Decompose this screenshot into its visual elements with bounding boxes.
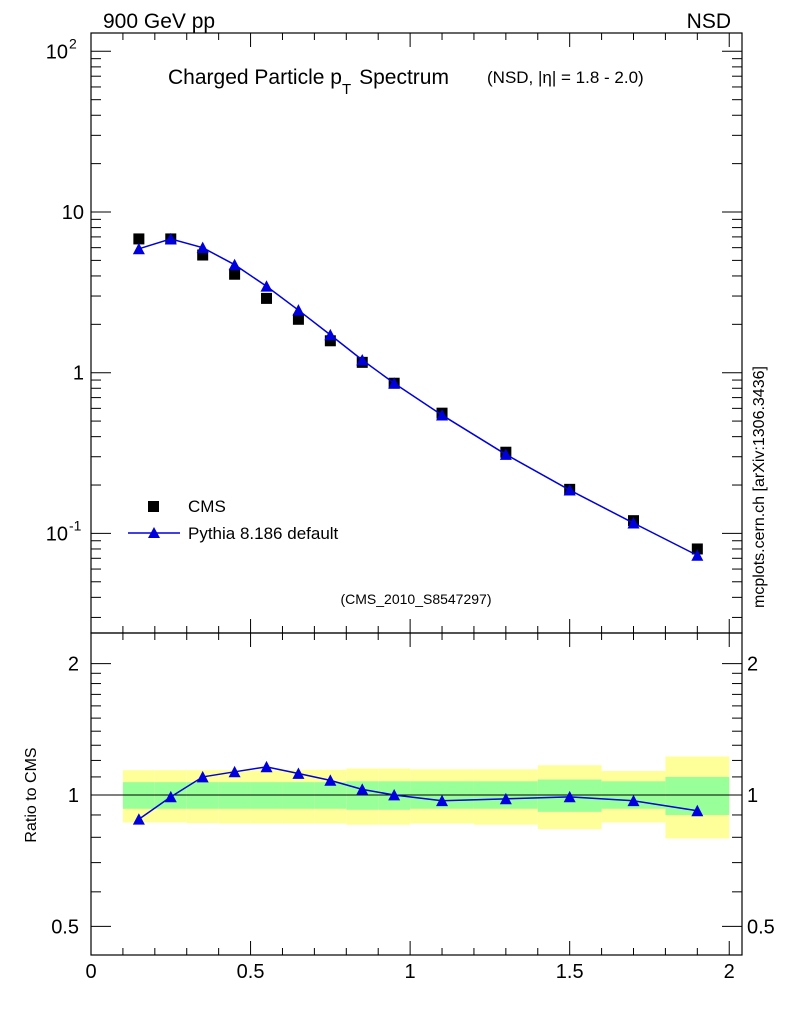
- ratio-mc-point: [228, 765, 241, 778]
- chart-title: Charged Particle pT Spectrum: [168, 66, 449, 98]
- x-tick-label: 1: [405, 961, 416, 983]
- mc-data-point: [228, 258, 241, 271]
- cms-data-point: [197, 249, 209, 261]
- header-left: 900 GeV pp: [103, 10, 215, 33]
- mc-line: [138, 238, 698, 557]
- ratio-mc-point: [388, 788, 401, 801]
- mc-data-point: [691, 549, 704, 561]
- ratio-mc-point: [292, 767, 305, 779]
- mc-data-point: [324, 328, 337, 341]
- axis-ticks: [90, 33, 742, 955]
- y-tick-label-exponent: -1: [69, 517, 82, 533]
- x-tick-label: 0: [85, 961, 96, 983]
- x-tick-label: 2: [724, 961, 735, 983]
- plot-frames: [90, 32, 743, 956]
- chart-title-qualifier: (NSD, |η| = 1.8 - 2.0): [487, 68, 644, 87]
- mc-data-point: [260, 280, 273, 292]
- mc-data-point: [499, 448, 512, 460]
- side-label: mcplots.cern.ch [arXiv:1306.3436]: [751, 366, 768, 608]
- ratio-mc-point: [164, 790, 177, 803]
- ratio-mc-point: [324, 774, 337, 786]
- mc-data-point: [132, 242, 145, 255]
- y-tick-label: 10: [46, 41, 68, 63]
- ratio-mc-point: [132, 813, 145, 825]
- x-tick-label: 0.5: [237, 961, 265, 983]
- analysis-label: (CMS_2010_S8547297): [341, 591, 492, 607]
- ratio-mc-point: [260, 760, 273, 773]
- ratio-y-tick-label-right: 0.5: [747, 916, 775, 938]
- mc-data-point: [436, 409, 449, 421]
- mc-data-point: [164, 232, 177, 245]
- ratio-mc-line: [138, 766, 698, 820]
- mc-data-point: [563, 484, 576, 496]
- ratio-plot-frame: [90, 632, 743, 956]
- y-tick-label-exponent: 2: [69, 35, 77, 51]
- ratio-mc-point: [499, 792, 512, 805]
- legend-cms-marker: [148, 501, 159, 512]
- legend-cms-label: CMS: [188, 497, 226, 516]
- mc-data-point: [292, 304, 305, 316]
- main-plot-frame: [90, 32, 743, 634]
- ratio-mc-point: [196, 770, 209, 783]
- ratio-y-tick-label-left: 0.5: [51, 916, 79, 938]
- data-marks: [132, 232, 704, 825]
- ratio-mc-point: [627, 794, 640, 807]
- legend: CMS Pythia 8.186 default: [128, 497, 339, 543]
- cms-data-point: [261, 292, 273, 304]
- cms-data-point: [324, 335, 336, 347]
- title-subscript: T: [342, 81, 351, 98]
- mc-data-point: [196, 241, 209, 254]
- title-suffix: Spectrum: [359, 66, 449, 89]
- x-tick-label: 1.5: [556, 961, 584, 983]
- y-tick-label: 10: [46, 523, 68, 545]
- mc-data-point: [356, 353, 369, 366]
- ratio-y-tick-label-left: 2: [68, 654, 79, 676]
- cms-data-point: [292, 313, 304, 325]
- ratio-y-tick-label-right: 1: [747, 785, 758, 807]
- y-tick-label: 10: [62, 202, 84, 224]
- header-right: NSD: [687, 10, 731, 33]
- ratio-mc-point: [356, 783, 369, 795]
- cms-data-point: [691, 543, 703, 555]
- ratio-y-tick-label-right: 2: [747, 654, 758, 676]
- ratio-mc-point: [691, 804, 704, 817]
- ratio-y-axis-label: Ratio to CMS: [23, 747, 40, 842]
- cms-data-point: [133, 233, 145, 245]
- uncertainty-bands: [91, 756, 742, 839]
- mc-data-point: [388, 377, 401, 389]
- ratio-y-tick-label-left: 1: [68, 785, 79, 807]
- title-main: Charged Particle p: [168, 66, 342, 89]
- legend-mc-marker: [148, 527, 160, 538]
- cms-data-point: [229, 268, 241, 280]
- ratio-mc-point: [563, 790, 576, 803]
- legend-mc-label: Pythia 8.186 default: [188, 524, 339, 543]
- y-tick-label: 1: [73, 363, 84, 385]
- mc-data-point: [627, 517, 640, 529]
- ratio-mc-point: [436, 794, 449, 807]
